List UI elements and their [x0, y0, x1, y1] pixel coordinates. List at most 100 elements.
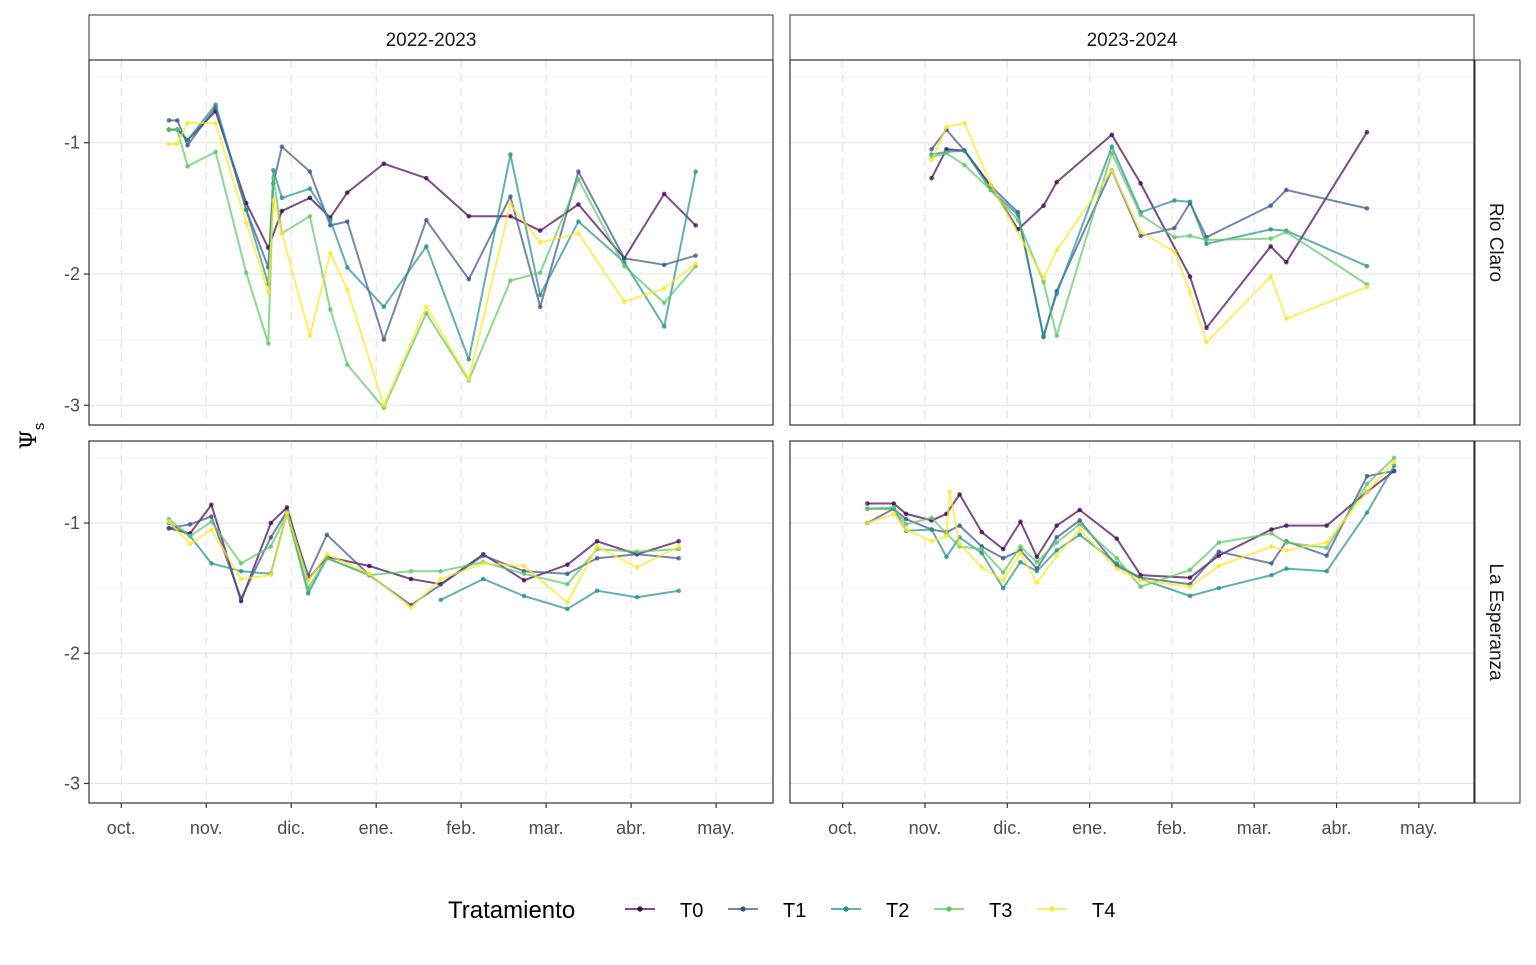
data-point	[265, 341, 271, 346]
data-point	[1187, 199, 1193, 205]
data-point	[979, 529, 985, 535]
x-tick-label: ene.	[359, 818, 394, 838]
data-point	[305, 591, 311, 596]
data-point	[903, 527, 909, 532]
data-point	[381, 403, 387, 408]
data-point	[424, 175, 429, 181]
data-point	[1041, 333, 1046, 339]
data-point	[903, 511, 909, 517]
x-tick-label: mar.	[529, 818, 564, 838]
data-point	[521, 593, 527, 599]
data-point	[537, 304, 543, 310]
legend-key-point	[946, 906, 952, 912]
data-point	[903, 522, 909, 527]
panel	[88, 59, 774, 426]
data-point	[944, 150, 949, 156]
data-point	[1109, 132, 1115, 138]
data-point	[1364, 263, 1370, 269]
data-point	[279, 144, 285, 149]
data-point	[1000, 555, 1006, 561]
data-point	[268, 544, 274, 549]
data-point	[175, 127, 180, 132]
data-point	[957, 541, 962, 547]
data-point	[466, 357, 472, 362]
data-point	[1114, 566, 1120, 571]
panel-border	[88, 440, 774, 804]
data-point	[1284, 229, 1289, 235]
data-point	[1187, 584, 1193, 590]
data-point	[1172, 198, 1177, 203]
data-point	[634, 594, 640, 600]
data-point	[185, 143, 190, 148]
data-point	[891, 501, 897, 506]
data-point	[480, 553, 486, 558]
data-point	[185, 120, 190, 126]
data-point	[1172, 249, 1177, 254]
data-point	[268, 572, 274, 578]
data-point	[1268, 274, 1273, 279]
data-point	[209, 561, 214, 566]
data-point	[213, 102, 218, 107]
data-point	[1000, 585, 1006, 591]
data-point	[209, 502, 214, 508]
data-point	[693, 223, 698, 228]
x-tick-label: feb.	[1157, 818, 1187, 838]
data-point	[166, 519, 172, 525]
data-point	[166, 525, 172, 531]
data-point	[1041, 279, 1046, 285]
x-tick-label: abr.	[1322, 818, 1352, 838]
data-point	[1109, 150, 1115, 156]
data-point	[243, 220, 249, 226]
x-tick-label: nov.	[909, 818, 942, 838]
data-point	[576, 219, 581, 224]
data-point	[466, 213, 472, 219]
column-strip-label: 2022-2023	[386, 30, 477, 51]
data-point	[865, 506, 870, 512]
data-point	[622, 299, 627, 304]
data-point	[1000, 578, 1006, 583]
data-point	[438, 597, 444, 603]
data-point	[508, 194, 513, 199]
data-point	[1138, 212, 1143, 218]
data-point	[367, 563, 372, 569]
data-point	[279, 208, 285, 214]
data-point	[929, 175, 934, 181]
data-point	[1187, 290, 1193, 295]
data-point	[594, 588, 600, 594]
data-point	[1269, 561, 1274, 566]
x-tick-label: oct.	[828, 818, 857, 838]
series-line	[930, 122, 1368, 344]
data-point	[1364, 481, 1370, 487]
data-point	[594, 538, 600, 544]
data-point	[408, 605, 414, 610]
x-tick-label: may.	[1400, 818, 1438, 838]
data-point	[1216, 549, 1222, 554]
data-point	[1000, 570, 1006, 575]
series-line	[168, 103, 697, 361]
data-point	[1284, 566, 1289, 571]
data-point	[1041, 203, 1046, 209]
data-point	[1034, 580, 1040, 586]
data-point	[166, 118, 172, 123]
data-point	[594, 555, 600, 561]
y-tick-label: -1	[64, 513, 80, 533]
data-point	[537, 228, 543, 233]
data-point	[1268, 244, 1273, 249]
data-point	[1284, 540, 1289, 545]
data-point	[565, 571, 570, 577]
data-point	[565, 581, 570, 587]
data-point	[929, 157, 934, 163]
x-tick-label: may.	[697, 818, 735, 838]
data-point	[1364, 489, 1370, 495]
data-point	[1269, 544, 1274, 549]
data-point	[1109, 144, 1115, 149]
data-point	[408, 568, 414, 574]
column-strip	[88, 14, 774, 61]
panel	[789, 59, 1475, 426]
data-point	[307, 195, 313, 201]
data-point	[957, 523, 962, 528]
data-point	[576, 231, 581, 236]
data-point	[1018, 550, 1023, 556]
data-point	[1324, 545, 1329, 551]
